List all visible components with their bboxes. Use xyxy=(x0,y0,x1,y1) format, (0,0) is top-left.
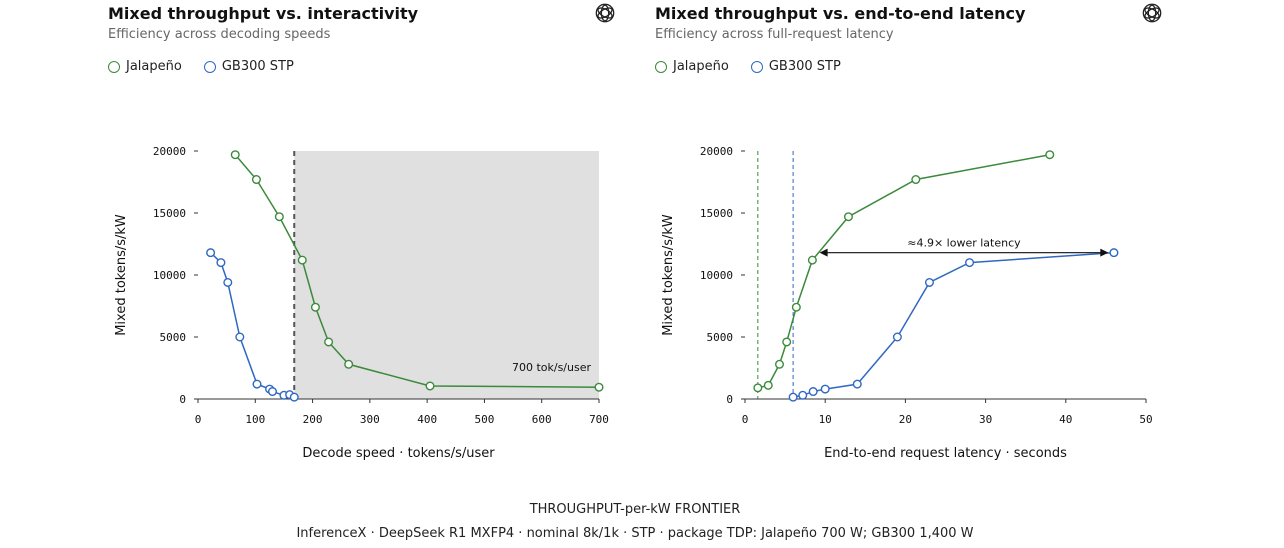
data-point-jalapeno xyxy=(911,175,921,185)
data-point-jalapeno xyxy=(807,255,817,265)
y-tick-label: 20000 xyxy=(700,145,733,158)
legend-item-jalapeno: Jalapeño xyxy=(108,59,182,74)
chart-legend: Jalapeño GB300 STP xyxy=(108,59,294,74)
annotation-label: 700 tok/s/user xyxy=(512,361,592,374)
data-point-jalapeno xyxy=(251,175,261,185)
data-point-jalapeno xyxy=(297,255,307,265)
x-tick-label: 700 xyxy=(589,413,609,426)
x-tick-label: 0 xyxy=(742,413,749,426)
legend-label-gb300: GB300 STP xyxy=(221,59,294,74)
data-point-jalapeno xyxy=(594,382,604,392)
chart-legend: Jalapeño GB300 STP xyxy=(655,59,841,74)
y-tick-label: 15000 xyxy=(153,207,186,220)
x-tick-label: 50 xyxy=(1139,413,1152,426)
arrowhead-right xyxy=(1100,248,1109,257)
x-tick-label: 40 xyxy=(1059,413,1072,426)
x-tick-label: 200 xyxy=(303,413,323,426)
series-line-gb300 xyxy=(792,251,1114,398)
y-tick-label: 15000 xyxy=(700,207,733,220)
x-tick-label: 30 xyxy=(979,413,992,426)
y-axis-label: Mixed tokens/s/kW xyxy=(661,214,676,336)
data-point-jalapeno xyxy=(344,359,354,369)
chart-panel-latency: Mixed throughput vs. end-to-end latency … xyxy=(547,0,1167,470)
footer-subtitle: InferenceX · DeepSeek R1 MXFP4 · nominal… xyxy=(296,526,974,541)
data-point-gb300 xyxy=(235,332,245,342)
x-tick-label: 100 xyxy=(245,413,265,426)
data-point-gb300 xyxy=(820,384,830,394)
plot-area-interactivity: 0 100 200 300 400 500 600 700 0 5000 10000 15000 200… xyxy=(114,145,609,461)
data-point-jalapeno xyxy=(310,302,320,312)
arrow-label: ≈4.9× lower latency xyxy=(907,237,1021,250)
legend-swatch-jalapeno xyxy=(655,60,667,73)
data-point-gb300 xyxy=(808,387,818,397)
chart-panel-interactivity: Mixed throughput vs. interactivity Effic… xyxy=(0,0,620,470)
y-tick-label: 10000 xyxy=(153,269,186,282)
data-point-gb300 xyxy=(252,379,262,389)
data-point-jalapeno xyxy=(425,381,435,391)
data-point-gb300 xyxy=(892,332,902,342)
series-line-gb300 xyxy=(210,252,295,398)
data-point-gb300 xyxy=(206,248,216,258)
chart-subtitle: Efficiency across full-request latency xyxy=(655,27,894,42)
chart-title: Mixed throughput vs. end-to-end latency xyxy=(655,4,1026,23)
chart-title: Mixed throughput vs. interactivity xyxy=(108,4,419,23)
legend-label-jalapeno: Jalapeño xyxy=(673,59,729,74)
chart-subtitle: Efficiency across decoding speeds xyxy=(108,27,331,42)
data-point-jalapeno xyxy=(324,337,334,347)
data-point-jalapeno xyxy=(274,212,284,222)
plot-area-latency: 0 10 20 30 40 50 0 5000 10000 15000 20000 End-to-en… xyxy=(661,145,1153,461)
data-point-jalapeno xyxy=(843,212,853,222)
data-point-gb300 xyxy=(289,392,299,402)
data-point-jalapeno xyxy=(753,383,763,393)
y-tick-label: 0 xyxy=(726,393,733,406)
legend-swatch-gb300 xyxy=(203,60,216,73)
data-point-gb300 xyxy=(267,387,277,397)
legend-label-jalapeno: Jalapeño xyxy=(126,59,182,74)
data-point-jalapeno xyxy=(1045,150,1055,160)
data-point-jalapeno xyxy=(763,380,773,390)
data-point-gb300 xyxy=(924,277,934,287)
data-point-gb300 xyxy=(852,379,862,389)
data-point-gb300 xyxy=(223,277,233,287)
footer-title: THROUGHPUT-per-kW FRONTIER xyxy=(529,502,741,517)
data-point-jalapeno xyxy=(230,150,240,160)
legend-label-gb300: GB300 STP xyxy=(768,59,841,74)
legend-item-gb300: GB300 STP xyxy=(750,59,841,74)
data-point-jalapeno xyxy=(774,359,784,369)
x-tick-label: 600 xyxy=(532,413,552,426)
legend-swatch-jalapeno xyxy=(108,60,120,73)
y-axis-label: Mixed tokens/s/kW xyxy=(114,214,129,336)
x-axis-label: Decode speed · tokens/s/user xyxy=(302,446,495,461)
y-tick-label: 5000 xyxy=(160,331,187,344)
data-point-jalapeno xyxy=(782,337,792,347)
y-tick-label: 0 xyxy=(179,393,186,406)
openai-logo-icon xyxy=(595,3,615,23)
x-tick-label: 300 xyxy=(360,413,380,426)
x-tick-label: 0 xyxy=(195,413,202,426)
legend-item-gb300: GB300 STP xyxy=(203,59,294,74)
arrowhead-left xyxy=(819,248,828,257)
x-tick-label: 400 xyxy=(417,413,437,426)
data-point-gb300 xyxy=(798,390,808,400)
x-tick-label: 20 xyxy=(899,413,912,426)
y-tick-label: 20000 xyxy=(153,145,186,158)
legend-swatch-gb300 xyxy=(750,60,763,73)
legend-item-jalapeno: Jalapeño xyxy=(655,59,729,74)
data-point-jalapeno xyxy=(791,302,801,312)
series-line-jalapeno xyxy=(757,153,1050,389)
data-point-gb300 xyxy=(216,258,226,268)
openai-logo-icon xyxy=(1142,3,1162,23)
x-tick-label: 10 xyxy=(819,413,832,426)
data-point-gb300 xyxy=(965,258,975,268)
x-axis-label: End-to-end request latency · seconds xyxy=(824,446,1067,461)
y-tick-label: 10000 xyxy=(700,269,733,282)
y-tick-label: 5000 xyxy=(707,331,734,344)
shaded-region xyxy=(294,151,599,399)
data-point-gb300 xyxy=(1109,248,1119,258)
data-point-gb300 xyxy=(788,392,798,402)
x-tick-label: 500 xyxy=(474,413,494,426)
